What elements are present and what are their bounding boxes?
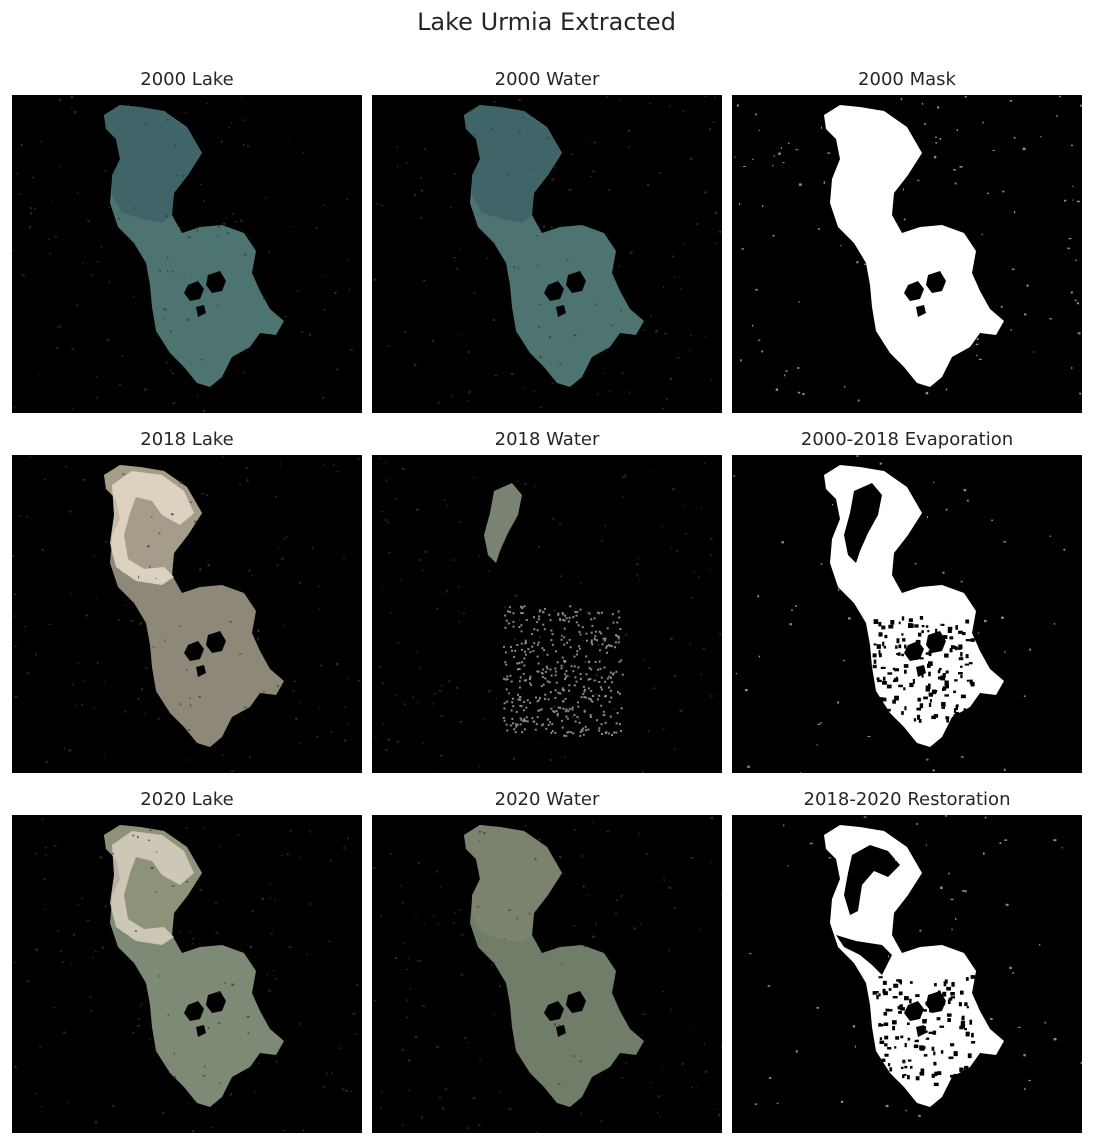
island-3 <box>916 305 926 317</box>
salt-crust <box>110 831 194 945</box>
mask-region <box>824 105 1004 387</box>
lake-image-svg <box>732 455 1082 773</box>
panel-2018-lake: 2018 Lake <box>12 428 362 788</box>
background-noise <box>373 816 722 1133</box>
panel-2000-mask: 2000 Mask <box>732 68 1082 428</box>
panel-2020-water: 2020 Water <box>372 788 722 1148</box>
island-1 <box>184 641 204 661</box>
panel-2000-2018-evaporation: 2000-2018 Evaporation <box>732 428 1082 788</box>
island-1 <box>904 1001 924 1021</box>
panel-2000-water: 2000 Water <box>372 68 722 428</box>
restoration-hole-north <box>844 845 900 915</box>
salt-crust <box>110 471 194 585</box>
panel-title: 2000 Lake <box>140 69 234 90</box>
panel-title: 2018 Lake <box>140 429 234 450</box>
satellite-image <box>372 455 722 773</box>
panel-title: 2000 Water <box>494 69 600 90</box>
island-3 <box>916 665 926 677</box>
restoration-hole-mid <box>836 935 892 975</box>
island-2 <box>206 991 226 1013</box>
satellite-image <box>12 815 362 1133</box>
island-2 <box>206 631 226 653</box>
satellite-image <box>732 455 1082 773</box>
island-3 <box>916 1025 926 1037</box>
panel-title: 2020 Water <box>494 789 600 810</box>
panel-title: 2000 Mask <box>858 69 956 90</box>
panel-2018-2020-restoration: 2018-2020 Restoration <box>732 788 1082 1148</box>
remaining-water-hole <box>844 483 882 563</box>
lake-image-svg <box>732 815 1082 1133</box>
island-1 <box>544 1001 564 1021</box>
panel-2018-water: 2018 Water <box>372 428 722 788</box>
lake-image-svg <box>372 95 722 413</box>
panel-2000-lake: 2000 Lake <box>12 68 362 428</box>
background-noise <box>374 457 722 773</box>
island-2 <box>206 271 226 293</box>
panel-2020-lake: 2020 Lake <box>12 788 362 1148</box>
panel-title: 2000-2018 Evaporation <box>800 429 1014 450</box>
satellite-image <box>732 95 1082 413</box>
panel-title: 2018 Water <box>494 429 600 450</box>
island-3 <box>196 305 206 317</box>
island-2 <box>926 631 946 653</box>
island-1 <box>184 1001 204 1021</box>
satellite-image <box>12 455 362 773</box>
satellite-image <box>372 815 722 1133</box>
lake-image-svg <box>12 95 362 413</box>
background-noise <box>734 95 1082 402</box>
water-north-strip <box>484 483 522 563</box>
island-3 <box>556 305 566 317</box>
background-noise <box>373 95 722 410</box>
panel-title: 2018-2020 Restoration <box>803 789 1011 810</box>
lake-image-svg <box>372 455 722 773</box>
mask-holes <box>872 616 975 729</box>
mask-region <box>824 825 1004 1107</box>
panel-title: 2020 Lake <box>140 789 234 810</box>
island-1 <box>544 281 564 301</box>
lake-image-svg <box>12 815 362 1133</box>
image-background <box>372 455 722 773</box>
background-noise <box>733 455 1066 773</box>
background-noise <box>12 455 362 772</box>
island-2 <box>926 991 946 1013</box>
island-2 <box>926 271 946 293</box>
satellite-image <box>372 95 722 413</box>
island-1 <box>904 281 924 301</box>
lake-north-basin <box>104 105 202 223</box>
background-noise <box>13 818 359 1133</box>
island-1 <box>904 641 924 661</box>
island-3 <box>556 1025 566 1037</box>
lake-north-basin <box>464 825 562 943</box>
lake-image-svg <box>732 95 1082 413</box>
lake-image-svg <box>372 815 722 1133</box>
figure-title: Lake Urmia Extracted <box>417 8 676 36</box>
island-3 <box>196 1025 206 1037</box>
satellite-image <box>732 815 1082 1133</box>
island-2 <box>566 271 586 293</box>
background-noise <box>12 95 353 413</box>
background-noise <box>749 815 1082 1117</box>
lake-image-svg <box>12 455 362 773</box>
mask-region <box>824 465 1004 747</box>
satellite-image <box>12 95 362 413</box>
island-2 <box>566 991 586 1013</box>
island-3 <box>196 665 206 677</box>
island-1 <box>184 281 204 301</box>
lake-north-basin <box>464 105 562 223</box>
